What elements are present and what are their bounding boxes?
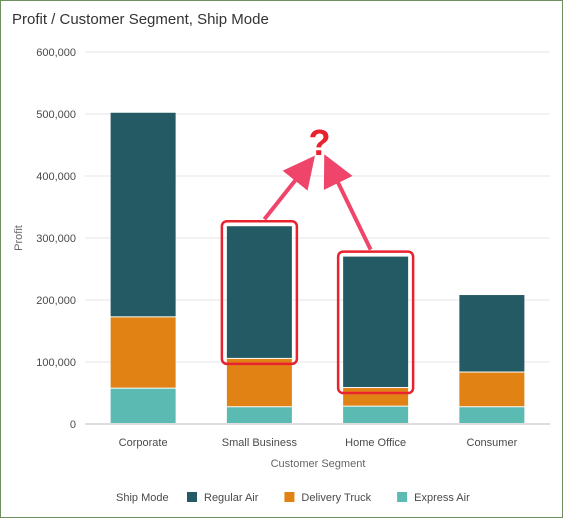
bar-regular-air[interactable]	[343, 256, 409, 388]
y-tick-label: 500,000	[36, 109, 76, 121]
legend-swatch	[284, 492, 295, 502]
bar-express-air[interactable]	[226, 407, 292, 423]
bar-delivery-truck[interactable]	[459, 372, 525, 407]
bar-regular-air[interactable]	[226, 226, 292, 358]
bar-express-air[interactable]	[110, 388, 176, 423]
legend-label[interactable]: Delivery Truck	[301, 492, 371, 504]
y-tick-label: 300,000	[36, 233, 76, 245]
x-tick-label: Small Business	[222, 437, 298, 449]
bar-regular-air[interactable]	[459, 295, 525, 372]
y-tick-label: 600,000	[36, 47, 76, 59]
x-tick-label: Corporate	[119, 437, 168, 449]
bar-delivery-truck[interactable]	[343, 388, 409, 406]
x-tick-label: Consumer	[467, 437, 518, 449]
x-tick-label: Home Office	[345, 437, 406, 449]
highlight-outline	[220, 219, 299, 366]
bar-express-air[interactable]	[459, 407, 525, 423]
legend-swatch	[397, 492, 408, 502]
bar-regular-air[interactable]	[110, 112, 176, 317]
y-tick-label: 200,000	[36, 295, 76, 307]
annotations: ?	[220, 122, 415, 395]
bars	[110, 112, 525, 423]
chart-title: Profit / Customer Segment, Ship Mode	[12, 11, 269, 28]
y-axis-title: Profit	[13, 225, 25, 251]
bar-express-air[interactable]	[343, 406, 409, 423]
y-tick-label: 0	[70, 419, 76, 431]
bar-delivery-truck[interactable]	[110, 317, 176, 388]
legend-label[interactable]: Express Air	[414, 492, 470, 504]
x-axis-ticks: Corporate Small Business Home Office Consum…	[119, 437, 518, 449]
legend: Ship Mode Regular Air Delivery Truck Expre…	[116, 492, 470, 504]
y-tick-label: 400,000	[36, 171, 76, 183]
highlight-outline	[336, 250, 415, 395]
bar-delivery-truck[interactable]	[226, 358, 292, 407]
x-axis-title: Customer Segment	[271, 458, 366, 470]
arrow	[323, 154, 373, 251]
legend-label[interactable]: Regular Air	[204, 492, 259, 504]
legend-swatch	[187, 492, 197, 502]
y-axis-ticks: 0 100,000 200,000 300,000 400,000 500,000 600,…	[36, 47, 76, 431]
legend-title: Ship Mode	[116, 492, 169, 504]
arrow	[262, 155, 315, 221]
y-tick-label: 100,000	[36, 357, 76, 369]
question-mark-annotation: ?	[309, 122, 331, 163]
